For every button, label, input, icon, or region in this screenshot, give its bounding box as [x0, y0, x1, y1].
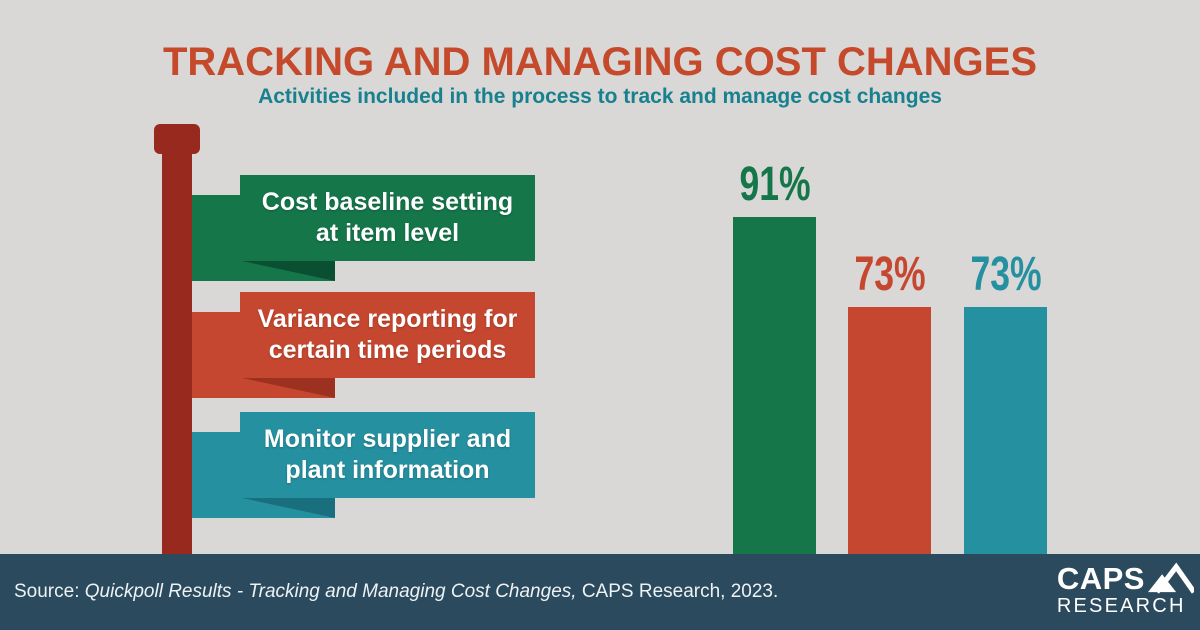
- bar-value-label-monitor-supplier: 73%: [969, 248, 1042, 301]
- ribbon-label-line: at item level: [315, 219, 460, 247]
- logo-caps-text: CAPS: [1056, 561, 1145, 596]
- source-prefix: Source:: [14, 581, 85, 602]
- caps-research-logo: CAPS RESEARCH: [1057, 562, 1194, 616]
- bar-value-label-variance-reporting: 73%: [853, 248, 926, 301]
- ribbon-label-line: Monitor supplier and: [263, 425, 512, 453]
- ribbon-label-line: plant information: [285, 456, 490, 484]
- mountain-icon: [1148, 562, 1194, 594]
- source-suffix: CAPS Research, 2023.: [576, 581, 779, 602]
- ribbon-label-line: certain time periods: [268, 336, 507, 364]
- footer-bar: Source: Quickpoll Results - Tracking and…: [0, 554, 1200, 630]
- logo-top-row: CAPS: [1057, 562, 1194, 594]
- logo-research-text: RESEARCH: [1056, 595, 1186, 617]
- ribbon-label-line: Variance reporting for: [257, 305, 518, 333]
- page-title: TRACKING AND MANAGING COST CHANGES: [162, 40, 1038, 84]
- source-title: Quickpoll Results - Tracking and Managin…: [84, 581, 577, 602]
- bar-variance-reporting: [848, 307, 931, 554]
- ribbon-label-line: Cost baseline setting: [261, 188, 514, 216]
- bar-cost-baseline: [733, 217, 816, 554]
- page-subtitle: Activities included in the process to tr…: [258, 85, 942, 108]
- ribbon-label: Monitor supplier and plant information: [240, 412, 535, 498]
- bar-value-label-cost-baseline: 91%: [738, 158, 811, 211]
- ribbon-label: Cost baseline setting at item level: [240, 175, 535, 261]
- bar-monitor-supplier: [964, 307, 1047, 554]
- ribbon-label: Variance reporting for certain time peri…: [240, 292, 535, 378]
- source-citation: Source: Quickpoll Results - Tracking and…: [14, 581, 778, 603]
- signpost-pole: [162, 146, 192, 554]
